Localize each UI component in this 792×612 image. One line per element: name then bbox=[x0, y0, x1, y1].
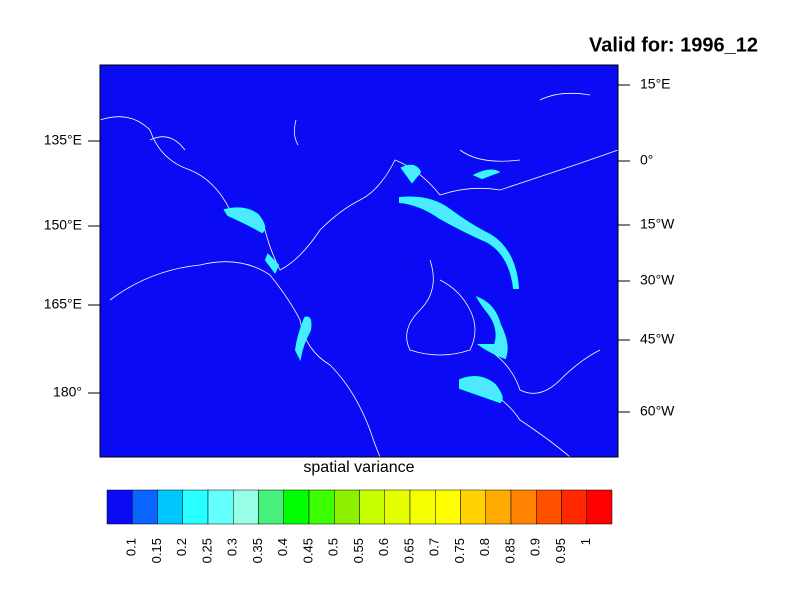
colorbar-label: 0.45 bbox=[300, 538, 315, 563]
colorbar-box bbox=[182, 489, 209, 525]
ice-edge bbox=[459, 375, 503, 404]
colorbar-label: 0.85 bbox=[502, 538, 517, 563]
colorbar-label: 1 bbox=[578, 538, 593, 545]
colorbar-box bbox=[460, 489, 486, 525]
colorbar-box bbox=[258, 489, 284, 525]
ice-edge bbox=[399, 196, 520, 289]
colorbar-label: 0.2 bbox=[174, 538, 189, 556]
lon-label: 15°W bbox=[640, 216, 675, 232]
ice-edge bbox=[294, 316, 312, 362]
coastline bbox=[109, 261, 381, 458]
map-frame bbox=[99, 64, 619, 458]
colorbar-box bbox=[435, 489, 461, 525]
lon-label: 30°W bbox=[640, 272, 675, 288]
colorbar-box bbox=[359, 489, 385, 525]
colorbar-box bbox=[283, 489, 310, 525]
colorbar-label: 0.4 bbox=[275, 538, 290, 556]
map-background bbox=[100, 65, 618, 457]
coastline bbox=[99, 116, 619, 271]
map bbox=[99, 64, 619, 458]
colorbar-label: 0.55 bbox=[351, 538, 366, 563]
colorbar-box bbox=[485, 489, 512, 525]
colorbar-box bbox=[157, 489, 183, 525]
lon-label: 0° bbox=[640, 152, 653, 168]
ice-edge bbox=[475, 295, 508, 360]
ice-edge bbox=[223, 207, 266, 234]
colorbar-box bbox=[233, 489, 259, 525]
colorbar-box bbox=[536, 489, 562, 525]
ice-edge bbox=[400, 164, 501, 184]
colorbar-label: 0.3 bbox=[225, 538, 240, 556]
colorbar-box bbox=[334, 489, 360, 525]
colorbar-label: 0.6 bbox=[376, 538, 391, 556]
colorbar-label: 0.9 bbox=[528, 538, 543, 556]
colorbar-box bbox=[308, 489, 335, 525]
colorbar-box bbox=[586, 489, 613, 525]
colorbar-label: 0.95 bbox=[553, 538, 568, 563]
graticule bbox=[99, 64, 619, 458]
colorbar-label: 0.1 bbox=[124, 538, 139, 556]
ice-edge bbox=[264, 253, 280, 274]
lon-label: 60°W bbox=[640, 403, 675, 419]
lon-label: 165°E bbox=[44, 296, 82, 312]
colorbar-label: 0.8 bbox=[477, 538, 492, 556]
colorbar-box bbox=[106, 489, 133, 525]
colorbar-box bbox=[409, 489, 436, 525]
lon-label: 45°W bbox=[640, 331, 675, 347]
colorbar-label: 0.35 bbox=[250, 538, 265, 563]
colorbar-box bbox=[207, 489, 234, 525]
colorbar-label: 0.25 bbox=[199, 538, 214, 563]
colorbar-box bbox=[510, 489, 537, 525]
colorbar-label: 0.7 bbox=[427, 538, 442, 556]
title: Valid for: 1996_12 bbox=[589, 34, 758, 56]
colorbar-box bbox=[384, 489, 411, 525]
lon-label: 150°E bbox=[44, 217, 82, 233]
colorbar-label: 0.5 bbox=[326, 538, 341, 556]
coastline bbox=[149, 92, 591, 162]
lon-label: 15°E bbox=[640, 76, 671, 92]
colorbar-label: 0.15 bbox=[149, 538, 164, 563]
colorbar-box bbox=[561, 489, 587, 525]
lon-label: 135°E bbox=[44, 132, 82, 148]
colorbar-label: 0.65 bbox=[401, 538, 416, 563]
colorbar-box bbox=[132, 489, 158, 525]
colorbar-label: 0.75 bbox=[452, 538, 467, 563]
lon-label: 180° bbox=[53, 384, 82, 400]
map-caption: spatial variance bbox=[303, 459, 414, 476]
